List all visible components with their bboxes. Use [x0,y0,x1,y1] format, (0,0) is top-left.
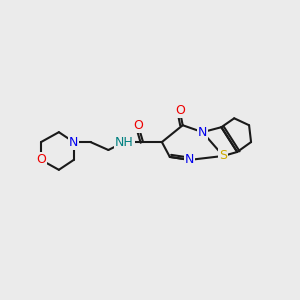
Text: NH: NH [115,136,134,148]
Text: N: N [185,153,194,167]
Text: O: O [175,104,185,117]
Text: N: N [198,126,207,139]
Text: N: N [69,136,78,148]
Text: S: S [219,149,227,162]
Text: O: O [133,119,143,132]
Text: O: O [36,153,46,167]
